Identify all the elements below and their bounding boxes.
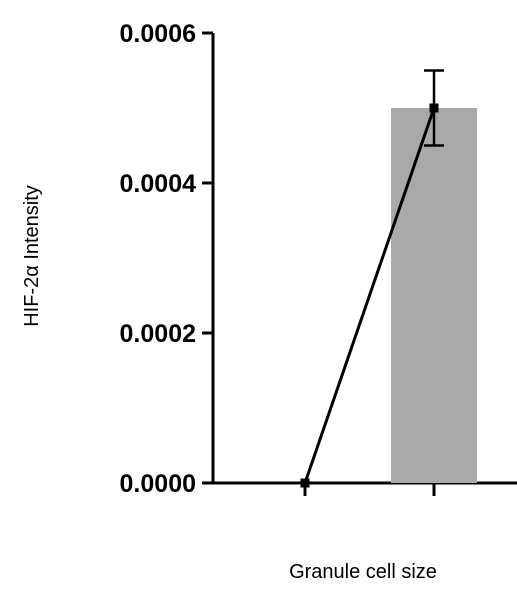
x-axis <box>213 481 517 496</box>
bars <box>391 108 477 483</box>
y-tick-label-0: 0.0000 <box>120 470 196 498</box>
y-axis: 0.0000 0.0002 0.0004 0.0006 <box>120 20 215 498</box>
y-tick-label-1: 0.0002 <box>120 320 196 348</box>
bar-0 <box>391 108 477 483</box>
x-axis-title: Granule cell size <box>289 561 437 583</box>
y-tick-label-3: 0.0006 <box>120 20 196 48</box>
series <box>300 69 444 488</box>
y-tick-label-2: 0.0004 <box>120 170 197 198</box>
y-axis-title: HIF-2α Intensity <box>21 185 43 327</box>
series-line <box>303 107 436 484</box>
data-point-1 <box>429 103 439 113</box>
data-point-0 <box>300 478 310 488</box>
